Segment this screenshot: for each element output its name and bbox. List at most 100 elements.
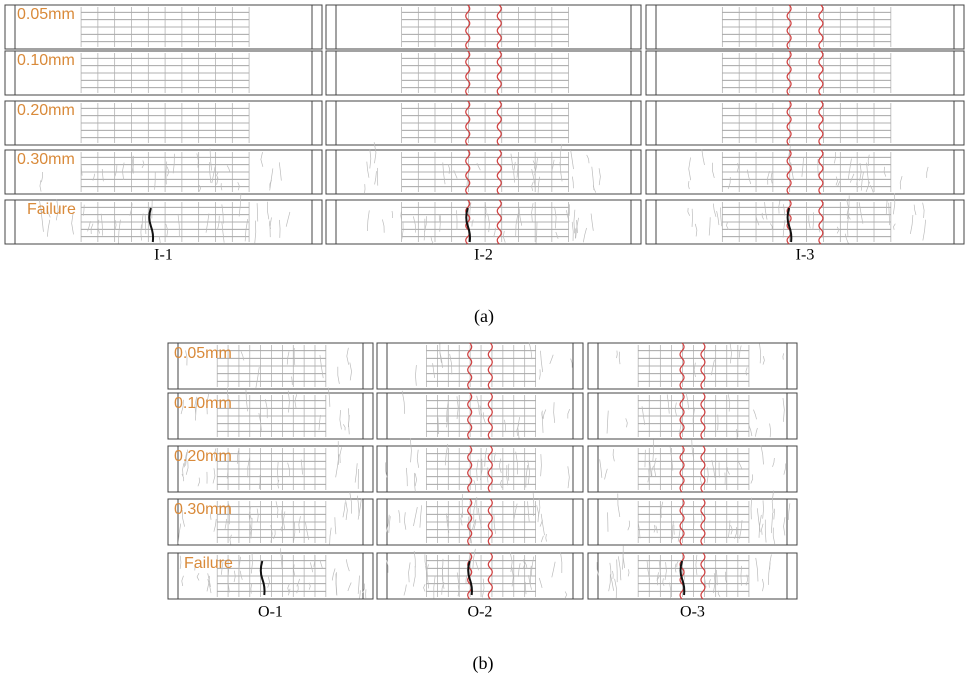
crack <box>388 516 391 533</box>
crack <box>750 474 754 484</box>
specimen-box <box>645 146 965 195</box>
red-boundary <box>786 4 792 50</box>
crack <box>507 463 510 481</box>
crack <box>413 216 416 233</box>
box <box>325 100 642 146</box>
crack <box>273 529 276 540</box>
crack <box>745 574 748 586</box>
crack <box>812 212 814 230</box>
crack <box>359 590 361 599</box>
row-label: 0.30mm <box>17 151 75 168</box>
crack <box>567 409 571 419</box>
crack <box>716 210 720 226</box>
crack <box>430 237 434 244</box>
crack <box>772 457 775 467</box>
crack <box>270 524 273 543</box>
crack <box>339 410 342 430</box>
box <box>325 50 642 96</box>
crack <box>367 210 370 232</box>
crack <box>484 202 487 221</box>
specimen-box <box>645 50 965 96</box>
crack <box>414 472 416 492</box>
crack <box>181 510 185 527</box>
box <box>376 342 584 390</box>
crack <box>769 554 772 570</box>
crack <box>649 460 652 477</box>
crack <box>530 556 535 577</box>
crack <box>531 168 536 186</box>
crack <box>761 523 764 535</box>
row-label: 0.05mm <box>174 345 232 362</box>
crack <box>413 550 416 568</box>
box <box>645 50 965 96</box>
crack <box>476 459 479 482</box>
crack <box>764 202 768 220</box>
red-boundary <box>487 342 493 390</box>
crack <box>538 498 541 517</box>
crack <box>92 173 96 181</box>
crack <box>279 219 281 238</box>
crack <box>545 533 547 542</box>
crack <box>677 526 681 542</box>
crack <box>888 202 891 226</box>
specimen-box <box>587 490 798 546</box>
crack <box>39 199 43 214</box>
red-boundary <box>786 50 792 96</box>
specimen-label: O-1 <box>258 604 283 621</box>
crack <box>228 503 230 525</box>
crack <box>625 418 628 428</box>
crack <box>847 158 852 181</box>
red-boundary <box>467 498 473 546</box>
crack <box>287 390 290 413</box>
crack <box>256 203 259 222</box>
crack <box>856 181 859 188</box>
crack <box>327 387 331 407</box>
crack <box>345 559 350 572</box>
crack <box>41 172 43 183</box>
crack <box>196 572 200 581</box>
crack <box>456 572 460 585</box>
crack <box>39 180 42 192</box>
crack <box>748 424 753 437</box>
crack <box>712 573 716 594</box>
crack <box>725 571 728 586</box>
crack <box>655 525 658 534</box>
specimen-box <box>167 492 374 546</box>
specimen-box <box>376 438 584 493</box>
specimen-box <box>587 392 798 440</box>
red-boundary <box>818 50 824 96</box>
box <box>325 149 642 195</box>
crack <box>669 446 674 471</box>
crack <box>280 525 283 533</box>
crack <box>468 516 470 539</box>
crack <box>484 447 487 467</box>
crack <box>788 146 791 168</box>
crack <box>527 460 530 485</box>
crack <box>414 473 417 487</box>
crack <box>808 215 811 229</box>
crack <box>238 556 241 574</box>
crack <box>460 511 463 526</box>
crack <box>783 517 786 536</box>
box <box>325 4 642 50</box>
crack <box>782 397 785 422</box>
crack <box>398 510 401 523</box>
crack <box>778 200 781 214</box>
crack <box>515 213 519 236</box>
crack <box>849 173 855 183</box>
crack <box>727 467 730 475</box>
crack <box>762 356 765 365</box>
crack <box>708 579 711 588</box>
crack <box>867 154 870 166</box>
crack <box>250 552 253 574</box>
box <box>4 50 323 96</box>
crack <box>506 465 509 486</box>
crack <box>564 591 568 599</box>
crack <box>226 464 229 479</box>
crack <box>759 343 762 364</box>
crack <box>296 585 299 594</box>
crack <box>494 452 496 463</box>
crack <box>610 574 614 591</box>
crack <box>247 456 251 478</box>
crack <box>446 400 449 422</box>
